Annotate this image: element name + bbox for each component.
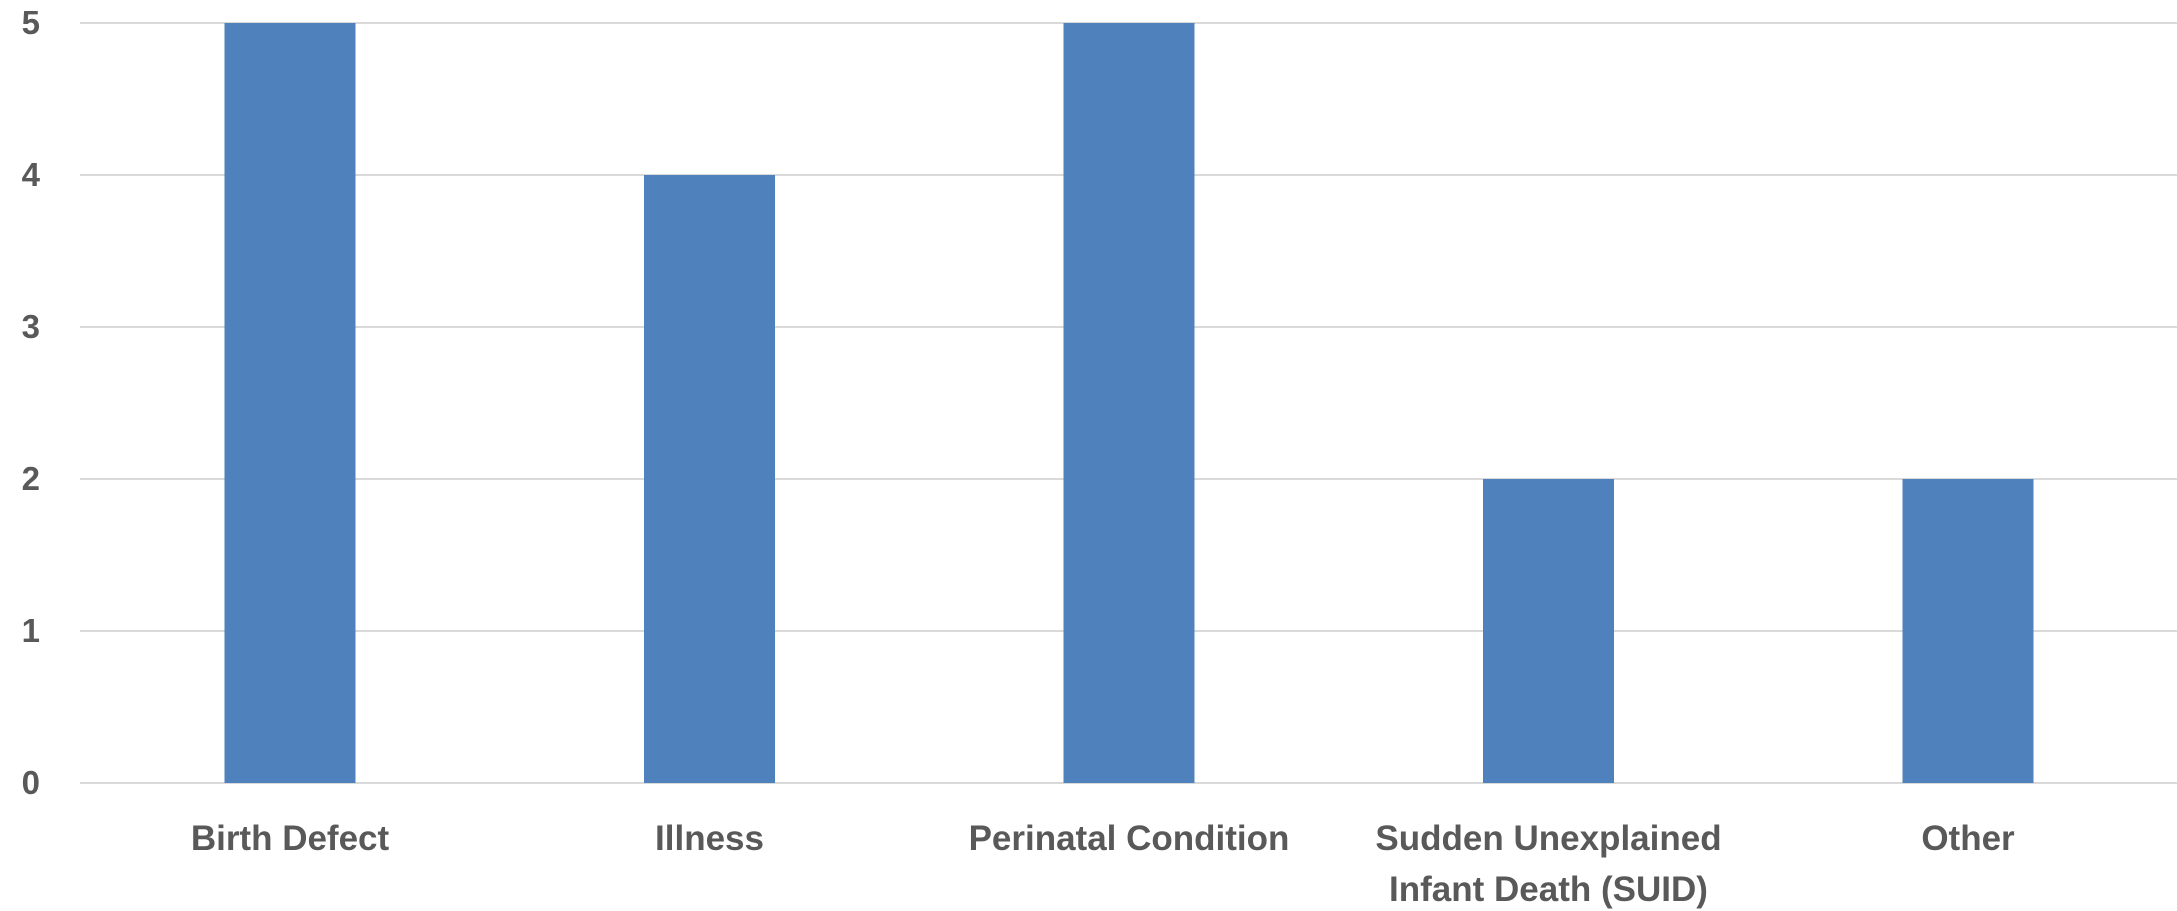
x-tick-label: Birth Defect — [191, 819, 390, 858]
x-axis-labels: Birth Defect Illness Perinatal Condition Su… — [191, 819, 2015, 909]
bar — [224, 23, 356, 783]
y-tick-label: 4 — [22, 156, 41, 193]
x-tick-label: Perinatal Condition — [969, 819, 1290, 858]
y-tick-label: 5 — [22, 4, 40, 41]
bar — [1902, 479, 2034, 783]
bar — [644, 175, 775, 783]
y-tick-label: 3 — [22, 308, 40, 345]
x-tick-label: Other — [1921, 819, 2015, 858]
bar — [1063, 23, 1195, 783]
y-axis-ticks: 0 1 2 3 4 5 — [22, 4, 41, 801]
bar — [1483, 479, 1614, 783]
y-tick-label: 2 — [22, 460, 40, 497]
y-tick-label: 1 — [22, 612, 40, 649]
x-tick-label: Sudden Unexplained Infant Death (SUID) — [1375, 819, 1721, 909]
bars — [224, 23, 2034, 783]
x-tick-label: Illness — [655, 819, 764, 858]
y-tick-label: 0 — [22, 764, 40, 801]
